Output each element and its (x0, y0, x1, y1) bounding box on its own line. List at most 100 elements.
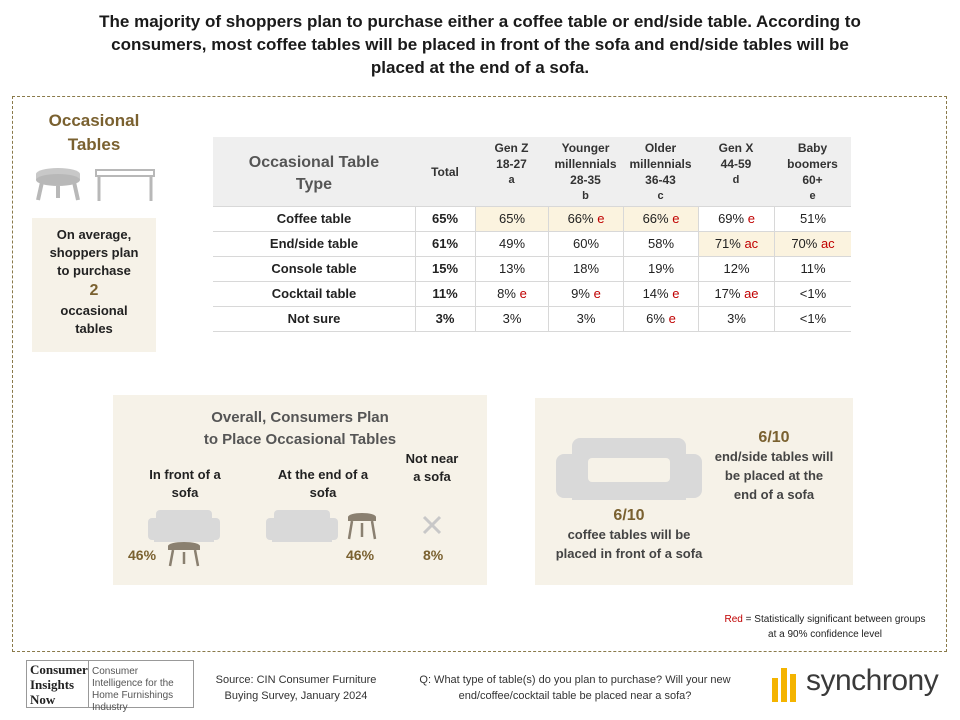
row-label: Not sure (287, 311, 341, 326)
column-header-text: e (809, 190, 816, 202)
close-icon (422, 515, 442, 535)
significance-letters: e (664, 311, 676, 326)
average-tables-box: On average, shoppers plan to purchase 2 … (32, 218, 156, 352)
table-cell: 3% (549, 307, 623, 331)
table-cell: 69% e (699, 207, 774, 231)
column-header-text: Gen Z (494, 141, 529, 155)
column-divider (623, 207, 624, 332)
cell-value: 19% (647, 261, 675, 276)
column-header-total: Total (415, 164, 475, 180)
end-table-icon (347, 513, 377, 540)
cell-value: 3% (576, 311, 596, 326)
cell-value: 11% (800, 261, 826, 276)
end-of-sofa-pct: 46% (346, 547, 375, 563)
cell-value: <1% (799, 286, 827, 301)
table-cell: 51% (775, 207, 851, 231)
survey-question: Q: What type of table(s) do you plan to … (419, 674, 731, 702)
column-header-c: Older millennials 36-43 c (623, 140, 698, 204)
cell-value: 71% (714, 236, 741, 251)
column-header-text: 36-43 (645, 173, 676, 187)
row-label: Cocktail table (271, 286, 357, 301)
table-cell: 6% e (624, 307, 698, 331)
average-number: 2 (89, 282, 99, 299)
column-header-type: Occasional Table Type (213, 152, 415, 196)
table-cell: 3% (476, 307, 548, 331)
table-cell: 71% ac (699, 232, 774, 256)
red-word: Red (724, 614, 743, 625)
synchrony-logo: synchrony (806, 664, 939, 697)
table-cell: 70% ac (775, 232, 851, 256)
row-label: Coffee table (276, 211, 352, 226)
cell-value: 18% (572, 261, 600, 276)
console-table-icon (95, 169, 155, 201)
column-divider (475, 207, 476, 332)
sofa-icon (266, 510, 338, 542)
total-cell: 65% (431, 211, 459, 226)
table-cell: 11% (775, 257, 851, 281)
table-cell: 17% ae (699, 282, 774, 306)
table-row: Console table 15% 13% 18% 19% 12% 11% (213, 257, 851, 282)
synchrony-logo-icon (772, 668, 796, 702)
cell-value: 60% (572, 236, 600, 251)
significance-letters: ac (817, 236, 835, 251)
cell-value: 8% (497, 286, 516, 301)
row-label: End/side table (269, 236, 359, 251)
cin-logo-tagline: Consumer Intelligence for the Home Furni… (92, 666, 174, 713)
column-header-b: Younger millennials 28-35 b (548, 140, 623, 204)
table-cell: 49% (476, 232, 548, 256)
table-cell: 8% e (476, 282, 548, 306)
table-cell: 60% (549, 232, 623, 256)
column-header-text: Older millennials (629, 141, 692, 171)
column-header-a: Gen Z 18-27 a (475, 140, 548, 188)
coffee-table-summary: 6/10 coffee tables will be placed in fro… (546, 506, 712, 563)
column-divider (415, 207, 416, 332)
column-header-text: Occasional Table Type (248, 154, 380, 193)
column-header-text: 60+ (802, 173, 823, 187)
cell-value: 13% (498, 261, 526, 276)
end-table-summary: 6/10 end/side tables will be placed at t… (712, 428, 836, 504)
cell-value: 14% (642, 286, 669, 301)
cin-logo: Consumer Insights Now Consumer Intellige… (26, 660, 194, 713)
table-cell: 3% (699, 307, 774, 331)
table-cell: 58% (624, 232, 698, 256)
column-header-text: b (582, 190, 589, 202)
significance-note: Red = Statistically significant between … (720, 612, 930, 642)
column-header-text: Baby boomers (787, 141, 838, 171)
table-header (213, 137, 851, 207)
overall-title: Overall, Consumers Plan to Place Occasio… (113, 407, 487, 451)
cell-value: 70% (791, 236, 818, 251)
not-near-label: Not near a sofa (405, 451, 459, 484)
cell-value: 58% (647, 236, 675, 251)
significance-letters: ae (740, 286, 759, 301)
cell-value: 17% (714, 286, 741, 301)
table-cell: <1% (775, 282, 851, 306)
significance-letters: e (668, 211, 680, 226)
average-text: On average, shoppers plan to purchase (49, 227, 139, 278)
end-table-fraction: 6/10 (758, 429, 790, 446)
sofa-icon (556, 438, 702, 500)
cin-logo-mark: Consumer Insights Now (27, 661, 89, 707)
cell-value: 3% (502, 311, 522, 326)
coffee-table-fraction: 6/10 (613, 507, 645, 524)
page-title: The majority of shoppers plan to purchas… (99, 12, 861, 77)
cell-value: 66% (642, 211, 669, 226)
table-cell: 66% e (624, 207, 698, 231)
row-label: Console table (271, 261, 357, 276)
table-cell: 18% (549, 257, 623, 281)
total-cell: 11% (432, 286, 458, 301)
table-cell: 9% e (549, 282, 623, 306)
column-divider (548, 207, 549, 332)
table-cell: 14% e (624, 282, 698, 306)
column-divider (698, 207, 699, 332)
table-cell: 65% (476, 207, 548, 231)
coffee-table-text: coffee tables will be placed in front of… (555, 527, 703, 561)
table-cell: 66% e (549, 207, 623, 231)
in-front-pct: 46% (128, 547, 157, 563)
column-header-e: Baby boomers 60+ e (774, 140, 851, 204)
significance-letters: e (515, 286, 527, 301)
in-front-label: In front of a sofa (149, 467, 221, 500)
coffee-table-icon (36, 168, 80, 201)
overall-title-line1: Overall, Consumers Plan (211, 409, 389, 426)
table-row: Not sure 3% 3% 3% 6% e 3% <1% (213, 307, 851, 332)
significance-letters: e (668, 286, 680, 301)
